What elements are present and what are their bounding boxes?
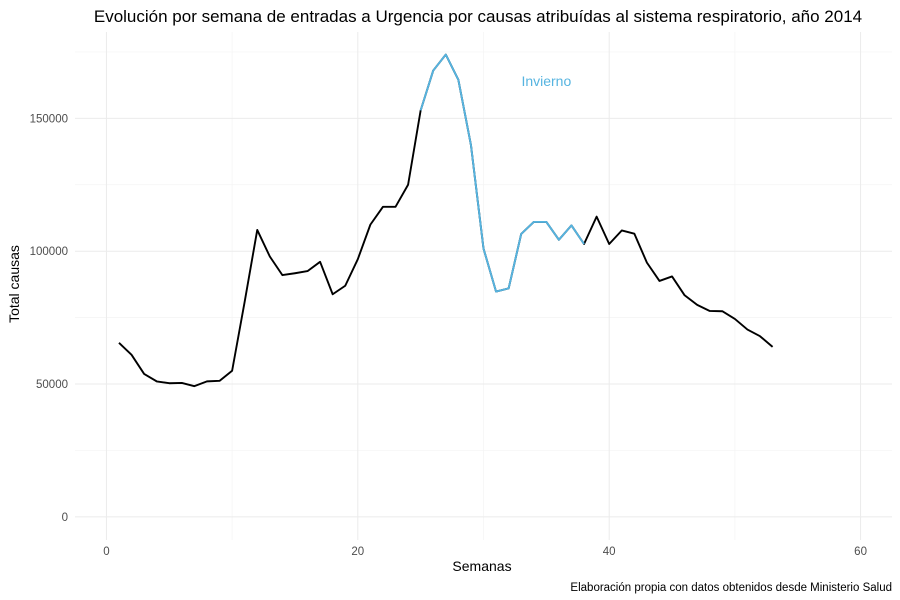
x-axis-title: Semanas — [452, 558, 511, 574]
x-tick-label: 0 — [103, 546, 109, 558]
grid — [75, 32, 892, 540]
series-layer — [118, 53, 774, 388]
series-line-invierno — [419, 53, 585, 293]
y-tick-label: 0 — [62, 512, 68, 524]
chart-title: Evolución por semana de entradas a Urgen… — [94, 7, 862, 26]
chart-caption: Elaboración propia con datos obtenidos d… — [570, 582, 892, 594]
x-axis-ticks: 0 20 40 60 — [103, 546, 867, 558]
x-tick-label: 20 — [351, 546, 364, 558]
y-tick-label: 150000 — [30, 113, 68, 125]
annotation-invierno: Invierno — [521, 73, 571, 89]
series-line-total — [118, 53, 774, 388]
y-axis-title: Total causas — [6, 245, 22, 323]
y-tick-label: 100000 — [30, 246, 68, 258]
x-tick-label: 40 — [603, 546, 616, 558]
x-tick-label: 60 — [854, 546, 867, 558]
y-axis-ticks: 0 50000 100000 150000 — [30, 113, 68, 524]
y-tick-label: 50000 — [36, 379, 68, 391]
